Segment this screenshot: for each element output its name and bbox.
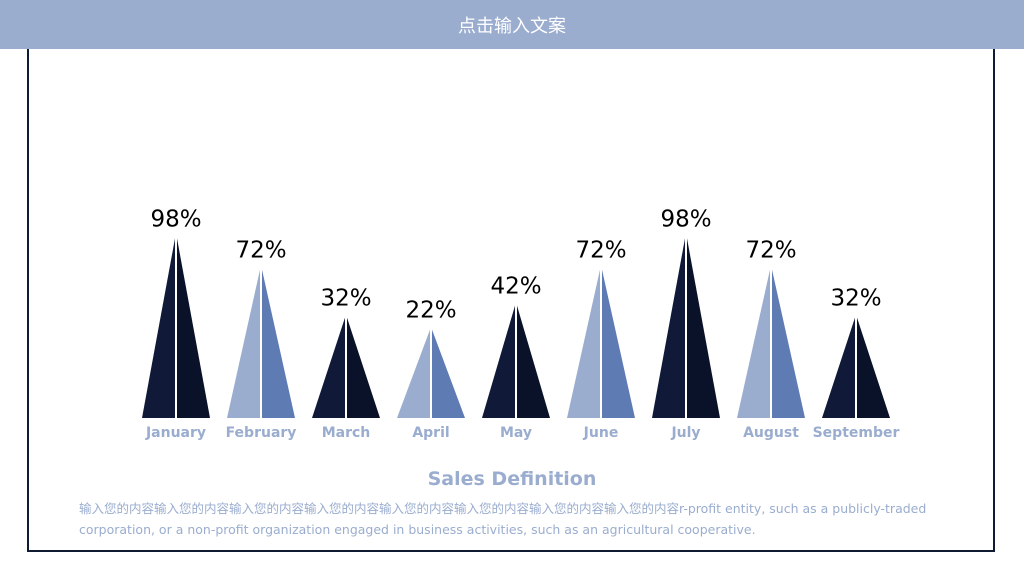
value-label: 42% — [490, 274, 541, 300]
value-label: 72% — [235, 238, 286, 264]
bar-right-half — [772, 269, 805, 418]
bar-right-half — [517, 305, 550, 418]
value-label: 98% — [660, 206, 711, 232]
value-label: 98% — [150, 206, 201, 232]
bar-april: 22% April — [397, 298, 465, 441]
triangle-bar-chart: 98% January 72% February 32% March 22% April 42%… — [142, 206, 900, 441]
bar-left-half — [142, 238, 175, 418]
value-label: 32% — [320, 286, 371, 312]
bar-right-half — [262, 269, 295, 418]
bar-left-half — [652, 238, 685, 418]
category-label: July — [670, 425, 700, 441]
bar-right-half — [347, 317, 380, 418]
bar-left-half — [227, 269, 260, 418]
value-label: 22% — [405, 298, 456, 324]
category-label: June — [583, 425, 619, 441]
bar-january: 98% January — [142, 206, 210, 441]
bar-left-half — [567, 269, 600, 418]
category-label: May — [500, 425, 532, 441]
bar-left-half — [312, 317, 345, 418]
value-label: 72% — [745, 238, 796, 264]
value-label: 32% — [830, 286, 881, 312]
bar-june: 72% June — [567, 238, 635, 441]
category-label: January — [145, 425, 206, 441]
section-description: 输入您的内容输入您的内容输入您的内容输入您的内容输入您的内容输入您的内容输入您的… — [79, 501, 927, 537]
header-title: 点击输入文案 — [458, 15, 566, 37]
bar-july: 98% July — [652, 206, 720, 441]
bar-left-half — [397, 329, 430, 418]
bar-right-half — [857, 317, 890, 418]
bar-left-half — [482, 305, 515, 418]
bar-right-half — [687, 238, 720, 418]
category-label: August — [743, 425, 799, 441]
value-label: 72% — [575, 238, 626, 264]
bar-right-half — [602, 269, 635, 418]
category-label: March — [322, 425, 371, 441]
bar-left-half — [737, 269, 770, 418]
bar-september: 32% September — [813, 286, 900, 441]
bar-february: 72% February — [226, 238, 297, 441]
bar-left-half — [822, 317, 855, 418]
section-title: Sales Definition — [427, 468, 597, 490]
bar-right-half — [432, 329, 465, 418]
category-label: September — [813, 425, 900, 441]
bar-may: 42% May — [482, 274, 550, 441]
category-label: February — [226, 425, 297, 441]
bar-march: 32% March — [312, 286, 380, 441]
bar-right-half — [177, 238, 210, 418]
header-bar: 点击输入文案 — [0, 0, 1024, 49]
category-label: April — [412, 425, 449, 441]
bar-august: 72% August — [737, 238, 805, 441]
